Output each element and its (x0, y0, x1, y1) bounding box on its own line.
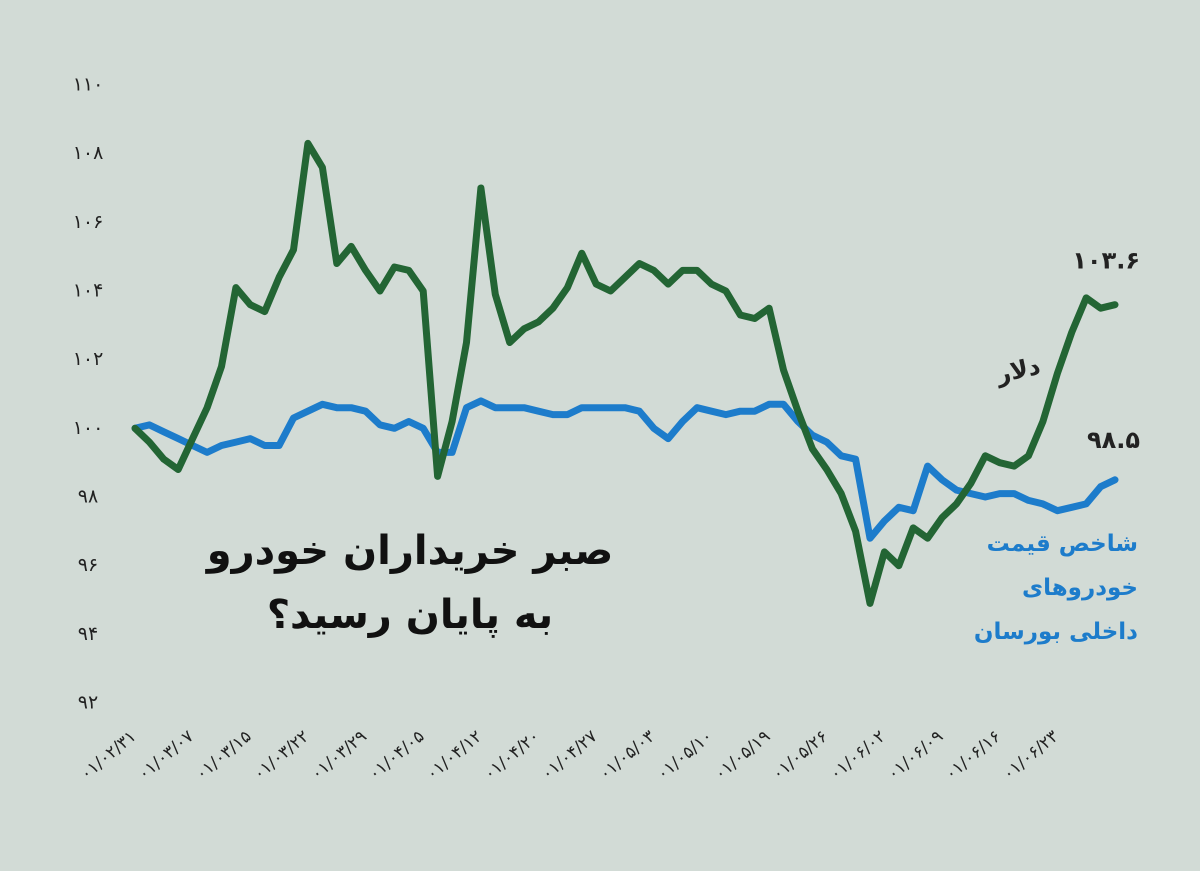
x-tick-label: ۰۱/۰۵/۱۰ (653, 727, 717, 785)
x-tick-label: ۰۱/۰۶/۰۲ (826, 727, 890, 785)
x-tick-label: ۰۱/۰۳/۰۷ (134, 727, 198, 785)
y-tick-label: ۱۰۸ (73, 142, 104, 164)
x-tick-label: ۰۱/۰۵/۲۶ (768, 727, 832, 785)
series-line (131, 139, 1119, 607)
x-tick-label: ۰۱/۰۳/۲۲ (250, 727, 314, 785)
y-tick-label: ۱۰۲ (73, 348, 104, 370)
y-tick-label: ۱۰۴ (73, 280, 104, 302)
series-line (131, 397, 1119, 542)
x-tick-label: ۰۱/۰۳/۲۹ (307, 727, 371, 785)
x-tick-label: ۰۱/۰۶/۲۳ (999, 727, 1063, 785)
y-tick-label: ۹۲ (78, 692, 98, 714)
chart-title: به پایان رسید؟ (266, 592, 554, 638)
y-tick-label: ۱۰۶ (73, 211, 104, 233)
x-tick-label: ۰۱/۰۶/۱۶ (941, 727, 1005, 785)
x-tick-label: ۰۱/۰۶/۰۹ (884, 727, 948, 785)
x-tick-label: ۰۱/۰۵/۰۳ (595, 727, 659, 785)
chart-title: صبر خریداران خودرو (206, 528, 614, 574)
y-tick-label: ۱۰۰ (73, 417, 104, 439)
x-tick-label: ۰۱/۰۴/۰۵ (365, 727, 429, 785)
x-tick-label: ۰۱/۰۴/۱۲ (422, 727, 486, 785)
series-label: دلار (993, 352, 1043, 389)
y-tick-label: ۹۶ (78, 554, 98, 576)
x-tick-label: ۰۱/۰۴/۲۷ (538, 727, 602, 785)
y-tick-label: ۹۸ (78, 486, 98, 508)
x-tick-label: ۰۱/۰۴/۲۰ (480, 727, 544, 785)
value-label: ۹۸.۵ (1087, 426, 1140, 454)
y-tick-label: ۹۴ (78, 623, 98, 645)
value-label: ۱۰۳.۶ (1072, 247, 1140, 275)
x-tick-label: ۰۱/۰۳/۱۵ (192, 727, 256, 785)
x-tick-label: ۰۱/۰۵/۱۹ (711, 727, 775, 785)
y-tick-label: ۱۱۰ (73, 74, 104, 96)
x-tick-label: ۰۱/۰۲/۳۱ (77, 727, 141, 785)
series-label: شاخص قیمت خودروهای داخلی بورسان (973, 531, 1138, 645)
